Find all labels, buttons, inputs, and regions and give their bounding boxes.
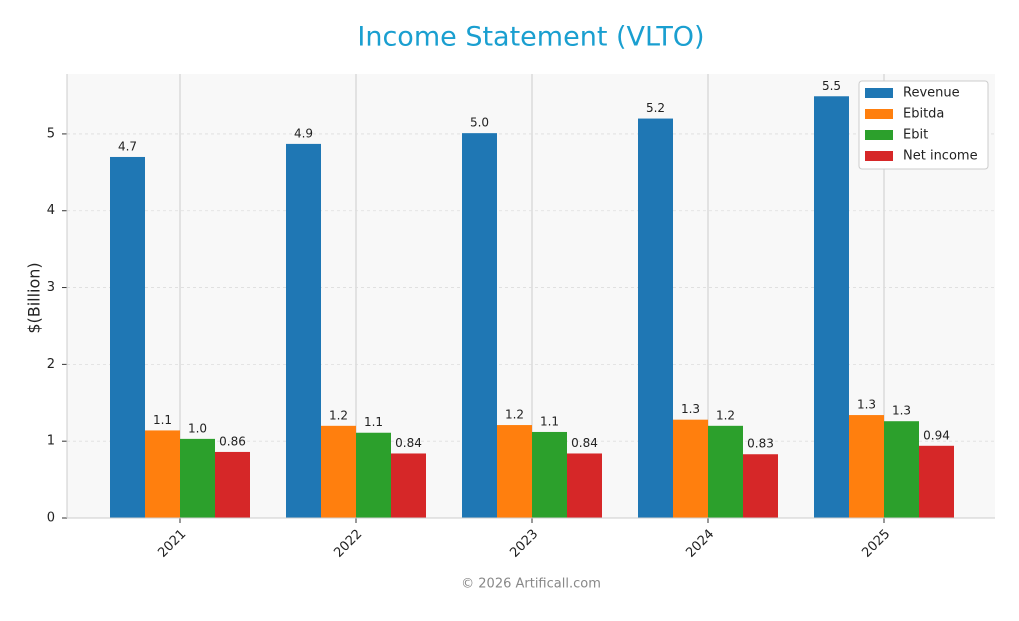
value-label: 5.0 — [470, 116, 489, 130]
legend-swatch — [865, 88, 893, 98]
bar — [110, 156, 145, 518]
value-label: 0.86 — [219, 434, 246, 448]
value-label: 5.5 — [822, 79, 841, 93]
value-label: 1.3 — [892, 404, 911, 418]
bar — [215, 451, 250, 518]
bar — [356, 432, 391, 518]
legend-label: Ebitda — [903, 107, 944, 122]
value-label: 1.3 — [681, 402, 700, 416]
value-label: 1.2 — [329, 408, 348, 422]
chart-title: Income Statement (VLTO) — [357, 22, 704, 53]
value-label: 0.84 — [571, 436, 598, 450]
legend-box — [858, 80, 989, 170]
bar — [391, 453, 426, 518]
y-tick-label: 5 — [47, 126, 55, 141]
legend-label: Net income — [903, 149, 978, 164]
value-label: 1.2 — [716, 408, 735, 422]
legend-label: Revenue — [903, 86, 960, 101]
value-label: 0.84 — [395, 436, 422, 450]
bar — [884, 421, 919, 518]
bar — [708, 425, 743, 518]
y-tick-label: 2 — [47, 357, 55, 372]
value-label: 1.0 — [188, 421, 207, 435]
y-tick-label: 3 — [47, 280, 55, 295]
value-label: 1.2 — [505, 408, 524, 422]
x-tick-label: 2024 — [683, 527, 717, 561]
legend-swatch — [865, 130, 893, 140]
y-tick-label: 0 — [47, 511, 55, 526]
y-tick-label: 1 — [47, 434, 55, 449]
bar — [814, 96, 849, 518]
bar — [567, 453, 602, 518]
bar — [145, 430, 180, 518]
y-axis-label: $(Billion) — [25, 262, 44, 333]
value-label: 0.94 — [923, 428, 950, 442]
bar — [673, 419, 708, 518]
bar — [532, 431, 567, 518]
value-label: 4.9 — [294, 126, 313, 140]
legend-label: Ebit — [903, 128, 928, 143]
legend-swatch — [865, 109, 893, 119]
bar — [638, 118, 673, 518]
value-label: 1.1 — [364, 415, 383, 429]
x-tick-label: 2022 — [331, 527, 365, 561]
bar — [919, 445, 954, 518]
bar — [497, 425, 532, 518]
value-label: 1.1 — [153, 413, 172, 427]
value-label: 1.1 — [540, 414, 559, 428]
value-label: 1.3 — [857, 398, 876, 412]
x-tick-label: 2023 — [507, 527, 541, 561]
bar — [321, 425, 356, 518]
bar — [462, 133, 497, 518]
value-label: 0.83 — [747, 437, 774, 451]
legend-swatch — [865, 151, 893, 161]
bar — [286, 143, 321, 518]
x-tick-label: 2025 — [859, 527, 893, 561]
bar — [849, 415, 884, 518]
y-tick-label: 4 — [47, 203, 55, 218]
footer: © 2026 Artificall.com — [461, 577, 601, 592]
bar — [180, 438, 215, 518]
bar — [743, 454, 778, 518]
value-label: 4.7 — [118, 139, 137, 153]
x-tick-label: 2021 — [155, 527, 189, 561]
value-label: 5.2 — [646, 101, 665, 115]
